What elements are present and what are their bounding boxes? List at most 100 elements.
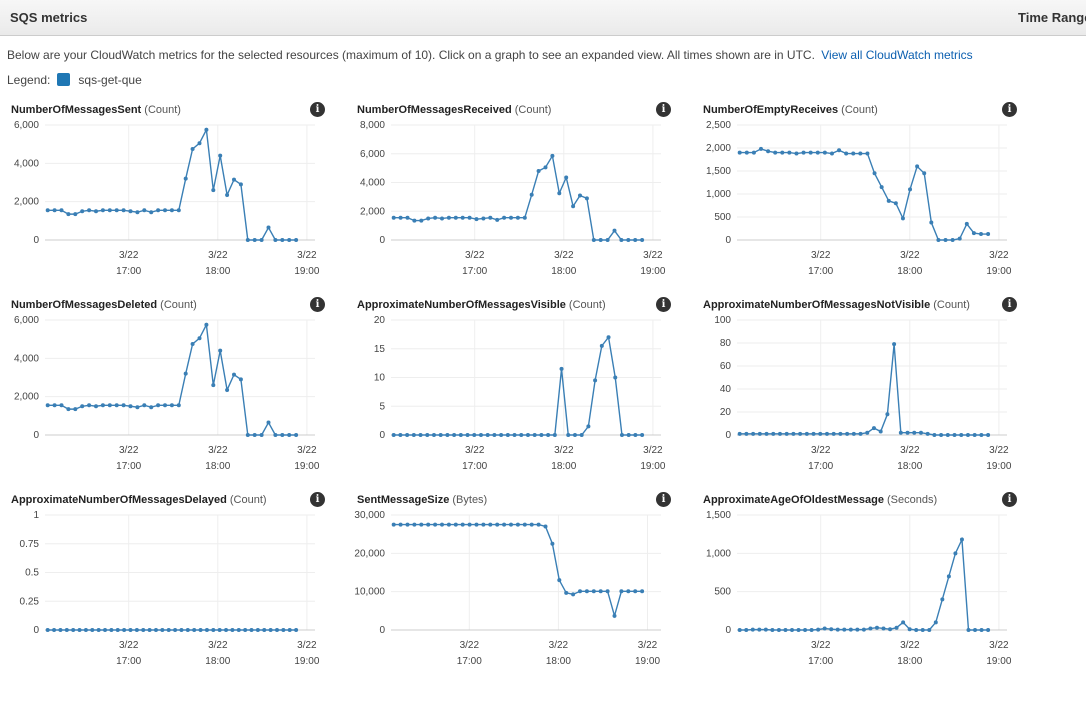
data-point [892, 342, 897, 347]
data-point [957, 236, 962, 241]
info-icon[interactable]: i [1002, 102, 1017, 117]
data-point [287, 628, 292, 632]
data-point [874, 625, 879, 630]
data-point [499, 433, 504, 437]
data-point [80, 404, 85, 409]
data-point [751, 150, 756, 155]
info-icon[interactable]: i [656, 102, 671, 117]
x-tick-time: 17:00 [116, 656, 141, 667]
y-tick-label: 80 [720, 338, 732, 349]
data-point [633, 238, 638, 242]
metric-graph-numberofmessagesdeleted[interactable]: NumberOfMessagesDeleted (Count) i 6,000 4,0… [7, 295, 327, 475]
metric-graph-sentmessagesize[interactable]: SentMessageSize (Bytes) i 30,000 20,000 10,0… [353, 490, 673, 670]
data-point [217, 628, 222, 632]
data-point [107, 208, 112, 213]
data-point [929, 220, 934, 225]
metric-graph-numberofemptyreceives[interactable]: NumberOfEmptyReceives (Count) i 2,500 2,000… [699, 100, 1019, 280]
data-point [128, 209, 133, 214]
x-tick-time: 17:00 [116, 266, 141, 277]
data-point [294, 628, 299, 632]
view-all-metrics-link[interactable]: View all CloudWatch metrics [821, 48, 973, 62]
info-icon[interactable]: i [310, 297, 325, 312]
data-point [943, 238, 948, 242]
x-tick-time: 19:00 [294, 266, 319, 277]
data-point [519, 433, 524, 437]
data-point [66, 407, 71, 412]
metric-graph-numberofmessagessent[interactable]: NumberOfMessagesSent (Count) i 6,000 4,000 2… [7, 100, 327, 280]
y-tick-label: 2,000 [360, 206, 385, 217]
metric-graph-approximatenumberofmessagesvisible[interactable]: ApproximateNumberOfMessagesVisible (Coun… [353, 295, 673, 475]
data-point [218, 348, 223, 353]
metric-name: NumberOfMessagesSent [11, 104, 142, 116]
data-point [183, 176, 188, 181]
data-point [584, 196, 589, 201]
data-point [94, 209, 98, 214]
data-point [121, 403, 126, 408]
data-point [52, 403, 57, 408]
data-point [245, 433, 250, 437]
data-point [986, 433, 991, 437]
data-point [591, 589, 596, 594]
y-tick-label: 2,000 [706, 143, 731, 154]
data-point [465, 433, 470, 437]
data-point [865, 151, 870, 156]
data-point [179, 628, 184, 632]
graph-title: ApproximateNumberOfMessagesNotVisible (C… [703, 299, 970, 311]
metric-unit: (Seconds) [883, 494, 938, 506]
data-point [803, 628, 808, 632]
data-point [908, 187, 913, 192]
data-point [238, 182, 243, 187]
data-point [612, 613, 617, 618]
x-tick-time: 17:00 [116, 461, 141, 472]
data-point [959, 537, 964, 542]
info-icon[interactable]: i [656, 492, 671, 507]
time-range-selector[interactable]: Time Range [1018, 10, 1086, 25]
data-point [878, 429, 883, 434]
metric-graph-approximateageofoldestmessage[interactable]: ApproximateAgeOfOldestMessage (Seconds) i… [699, 490, 1019, 670]
data-point [809, 628, 814, 632]
x-tick-date: 3/22 [643, 250, 663, 261]
data-point [197, 141, 202, 146]
metric-graph-approximatenumberofmessagesnotvisible[interactable]: ApproximateNumberOfMessagesNotVisible (C… [699, 295, 1019, 475]
info-icon[interactable]: i [310, 492, 325, 507]
data-point [481, 216, 486, 221]
metric-name: NumberOfMessagesReceived [357, 104, 512, 116]
data-point [901, 620, 906, 625]
data-point [426, 216, 431, 221]
y-tick-label: 100 [714, 315, 731, 326]
data-point [107, 403, 112, 408]
data-point [45, 208, 50, 213]
data-point [801, 150, 806, 155]
info-icon[interactable]: i [1002, 297, 1017, 312]
data-point [121, 208, 126, 213]
info-icon[interactable]: i [1002, 492, 1017, 507]
data-point [855, 627, 860, 632]
graph-title: NumberOfMessagesReceived (Count) [357, 104, 551, 116]
data-point [509, 522, 513, 527]
line-chart: 20 15 10 5 0 3/22 17:00 3/22 18:00 3/22 19:00 [374, 315, 666, 472]
data-point [440, 216, 444, 221]
data-point [80, 209, 85, 214]
data-point [419, 218, 424, 223]
x-tick-date: 3/22 [900, 250, 920, 261]
x-tick-date: 3/22 [549, 640, 569, 651]
info-icon[interactable]: i [656, 297, 671, 312]
x-tick-date: 3/22 [119, 250, 139, 261]
data-point [440, 522, 444, 527]
line-chart: 30,000 20,000 10,000 0 3/22 17:00 3/22 18:00 3/2… [354, 510, 661, 667]
data-point [45, 403, 50, 408]
data-point [784, 431, 789, 436]
y-tick-label: 0 [379, 430, 385, 441]
data-point [398, 433, 403, 437]
y-tick-label: 0.25 [20, 596, 40, 607]
data-point [879, 185, 884, 190]
data-point [952, 433, 957, 437]
metric-graph-approximatenumberofmessagesdelayed[interactable]: ApproximateNumberOfMessagesDelayed (Coun… [7, 490, 327, 670]
y-tick-label: 20,000 [354, 548, 385, 559]
data-point [893, 201, 898, 206]
metric-graph-numberofmessagesreceived[interactable]: NumberOfMessagesReceived (Count) i 8,000 6,… [353, 100, 673, 280]
info-icon[interactable]: i [310, 102, 325, 117]
graph-title: ApproximateNumberOfMessagesDelayed (Coun… [11, 494, 267, 506]
data-point [986, 628, 991, 632]
data-point [842, 627, 847, 632]
